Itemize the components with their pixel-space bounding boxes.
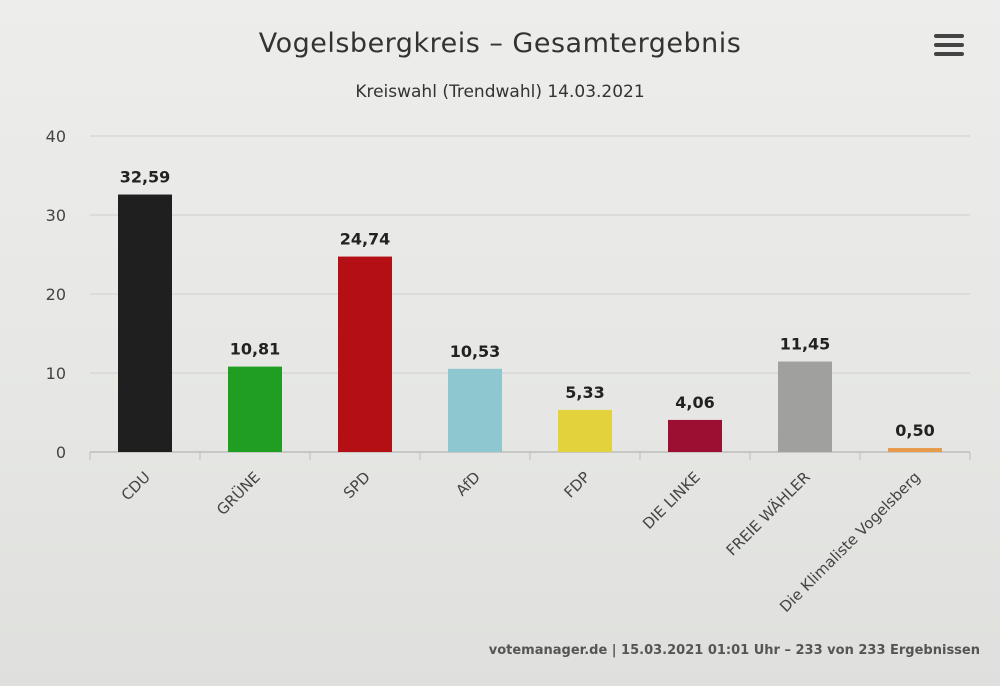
source-credit: votemanager.de | 15.03.2021 01:01 Uhr – …	[488, 643, 980, 658]
x-tick-label: CDU	[118, 468, 154, 504]
data-label: 32,59	[120, 168, 171, 187]
x-tick-label: DIE LINKE	[639, 468, 704, 533]
bar-spd	[338, 256, 392, 452]
y-tick-label: 20	[46, 285, 66, 304]
x-tick-label: FREIE WÄHLER	[722, 467, 814, 559]
bar-die-klimaliste-vogelsberg	[888, 448, 942, 452]
x-tick-label: GRÜNE	[212, 467, 263, 518]
bar-die-linke	[668, 419, 722, 452]
y-tick-label: 0	[56, 443, 66, 462]
data-label: 24,74	[340, 230, 391, 249]
data-label: 10,53	[450, 342, 501, 361]
bar-grüne	[228, 366, 282, 452]
data-label: 11,45	[780, 335, 831, 354]
y-tick-label: 10	[46, 364, 66, 383]
y-tick-label: 40	[46, 127, 66, 146]
hamburger-menu-icon[interactable]	[934, 34, 964, 58]
x-tick-label: FDP	[560, 468, 593, 501]
chart-subtitle: Kreiswahl (Trendwahl) 14.03.2021	[355, 82, 645, 102]
x-tick-label: AfD	[452, 468, 484, 500]
bar-afd	[448, 368, 502, 452]
data-label: 5,33	[565, 383, 604, 402]
bar-freie-wähler	[778, 361, 832, 452]
data-label: 4,06	[675, 393, 714, 412]
data-label: 0,50	[895, 421, 934, 440]
y-tick-label: 30	[46, 206, 66, 225]
bar-cdu	[118, 194, 172, 452]
chart-title: Vogelsbergkreis – Gesamtergebnis	[258, 28, 742, 59]
x-tick-label: SPD	[340, 468, 374, 502]
data-label: 10,81	[230, 340, 281, 359]
bar-fdp	[558, 409, 612, 452]
